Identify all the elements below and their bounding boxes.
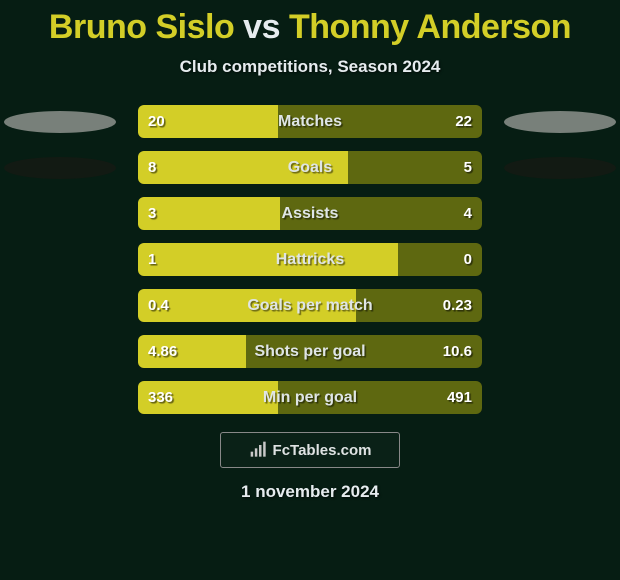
stat-bar-left xyxy=(138,151,348,184)
player-marker-left xyxy=(4,157,116,179)
logo-badge: FcTables.com xyxy=(220,432,400,468)
stat-bar-track: 85Goals xyxy=(138,151,482,184)
stat-bar-left xyxy=(138,197,280,230)
stat-value-left: 336 xyxy=(148,381,173,414)
stat-value-left: 3 xyxy=(148,197,156,230)
stat-bar-track: 0.40.23Goals per match xyxy=(138,289,482,322)
title-vs: vs xyxy=(243,8,280,46)
logo-text: FcTables.com xyxy=(273,442,372,459)
stat-bar-right xyxy=(280,197,482,230)
player-marker-right xyxy=(504,157,616,179)
date-text: 1 november 2024 xyxy=(0,482,620,502)
stat-bar-track: 336491Min per goal xyxy=(138,381,482,414)
stat-bar-track: 4.8610.6Shots per goal xyxy=(138,335,482,368)
stat-value-left: 20 xyxy=(148,105,165,138)
page-title: Bruno Sislo vs Thonny Anderson xyxy=(0,0,620,47)
stat-row: 4.8610.6Shots per goal xyxy=(0,335,620,368)
stat-value-right: 0.23 xyxy=(443,289,472,322)
stat-value-right: 5 xyxy=(464,151,472,184)
player-marker-left xyxy=(4,111,116,133)
stat-value-right: 491 xyxy=(447,381,472,414)
player-marker-right xyxy=(504,111,616,133)
stats-list: 2022Matches85Goals34Assists10Hattricks0.… xyxy=(0,105,620,414)
stat-row: 85Goals xyxy=(0,151,620,184)
stat-value-right: 4 xyxy=(464,197,472,230)
stat-row: 34Assists xyxy=(0,197,620,230)
stat-value-right: 10.6 xyxy=(443,335,472,368)
stat-value-left: 0.4 xyxy=(148,289,169,322)
stat-bar-left xyxy=(138,289,356,322)
stat-value-left: 4.86 xyxy=(148,335,177,368)
stat-value-right: 0 xyxy=(464,243,472,276)
subtitle: Club competitions, Season 2024 xyxy=(0,57,620,77)
stat-value-left: 1 xyxy=(148,243,156,276)
stat-bar-right xyxy=(348,151,482,184)
stat-value-left: 8 xyxy=(148,151,156,184)
stat-value-right: 22 xyxy=(455,105,472,138)
stat-row: 2022Matches xyxy=(0,105,620,138)
stat-bar-right xyxy=(278,105,482,138)
stat-row: 0.40.23Goals per match xyxy=(0,289,620,322)
stat-bar-track: 10Hattricks xyxy=(138,243,482,276)
stat-bar-track: 2022Matches xyxy=(138,105,482,138)
title-player-left: Bruno Sislo xyxy=(49,8,234,46)
stat-row: 336491Min per goal xyxy=(0,381,620,414)
stat-bar-left xyxy=(138,243,398,276)
comparison-card: Bruno Sislo vs Thonny Anderson Club comp… xyxy=(0,0,620,580)
stat-bar-track: 34Assists xyxy=(138,197,482,230)
title-player-right: Thonny Anderson xyxy=(289,8,571,46)
bars-icon xyxy=(249,440,269,460)
stat-row: 10Hattricks xyxy=(0,243,620,276)
